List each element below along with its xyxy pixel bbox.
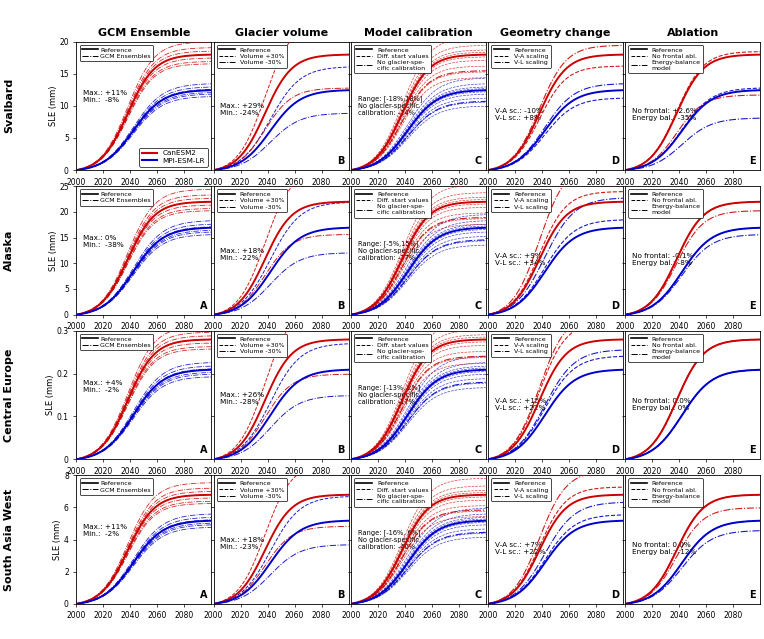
Text: V-A sc.: +15%
V-L sc.: +22%: V-A sc.: +15% V-L sc.: +22% [495,397,546,410]
Text: Max.: +18%
Min.: -22%: Max.: +18% Min.: -22% [220,248,264,261]
Text: South Asia West: South Asia West [4,488,15,590]
Text: Range: [-13%, 2%]
No glacier-specific
calibration: -17%: Range: [-13%, 2%] No glacier-specific ca… [358,385,420,405]
Legend: Reference, Volume +30%, Volume -30%: Reference, Volume +30%, Volume -30% [217,334,286,357]
Text: Geometry change: Geometry change [500,28,610,38]
Legend: Reference, V-A scaling, V-L scaling: Reference, V-A scaling, V-L scaling [491,479,551,502]
Text: Model calibration: Model calibration [364,28,473,38]
Text: B: B [337,445,345,456]
Text: No frontal: 0.0%
Energy bal.: -12%: No frontal: 0.0% Energy bal.: -12% [632,542,696,555]
Text: C: C [474,445,482,456]
Y-axis label: SLE (mm): SLE (mm) [49,86,58,126]
Text: Central Europe: Central Europe [4,348,15,442]
Text: Max.: +26%
Min.: -28%: Max.: +26% Min.: -28% [220,392,264,405]
Text: D: D [611,445,619,456]
Text: Max.: +4%
Min.:  -2%: Max.: +4% Min.: -2% [83,380,123,392]
Text: Range: [-5%,15%]
No glacier-specific
calibration: -37%: Range: [-5%,15%] No glacier-specific cal… [358,240,419,261]
Text: GCM Ensemble: GCM Ensemble [98,28,190,38]
Text: D: D [611,157,619,166]
Text: V-A sc.: +9%
V-L sc.: +34%: V-A sc.: +9% V-L sc.: +34% [495,253,545,266]
Text: Range: [-16%, 6%]
No glacier-specific
calibration: -40%: Range: [-16%, 6%] No glacier-specific ca… [358,529,420,550]
Text: Max.: +29%
Min.: -24%: Max.: +29% Min.: -24% [220,104,264,116]
Legend: Reference, No frontal abl., Energy-balance
model: Reference, No frontal abl., Energy-balan… [628,189,703,218]
Y-axis label: SLE (mm): SLE (mm) [47,374,55,415]
Text: E: E [749,590,756,600]
Legend: Reference, Volume +30%, Volume -30%: Reference, Volume +30%, Volume -30% [217,45,286,68]
Y-axis label: SLE (mm): SLE (mm) [53,520,63,560]
Legend: Reference, No frontal abl., Energy-balance
model: Reference, No frontal abl., Energy-balan… [628,45,703,73]
Text: C: C [474,590,482,600]
Text: A: A [199,301,207,311]
Text: E: E [749,157,756,166]
Text: Glacier volume: Glacier volume [235,28,328,38]
Text: D: D [611,590,619,600]
Text: No frontal: +2.6%
Energy bal.: -35%: No frontal: +2.6% Energy bal.: -35% [632,109,697,121]
Legend: Reference, Diff. start values, No glacier-spe-
cific calibration: Reference, Diff. start values, No glacie… [354,334,431,362]
Y-axis label: SLE (mm): SLE (mm) [49,230,58,271]
Legend: Reference, Volume +30%, Volume -30%: Reference, Volume +30%, Volume -30% [217,479,286,502]
Text: B: B [337,157,345,166]
Text: B: B [337,301,345,311]
Legend: Reference, GCM Ensembles: Reference, GCM Ensembles [79,189,154,206]
Text: A: A [199,445,207,456]
Text: V-A sc.: -10%
V-L sc.: +8%: V-A sc.: -10% V-L sc.: +8% [495,109,542,121]
Text: A: A [199,157,207,166]
Text: Range: [-18%,18%]
No glacier-specific
calibration: -14%: Range: [-18%,18%] No glacier-specific ca… [358,96,422,116]
Text: V-A sc.: +7%
V-L sc.: +22%: V-A sc.: +7% V-L sc.: +22% [495,542,545,555]
Text: Svalbard: Svalbard [4,78,15,134]
Legend: Reference, No frontal abl., Energy-balance
model: Reference, No frontal abl., Energy-balan… [628,334,703,362]
Text: C: C [474,301,482,311]
Legend: Reference, Diff. start values, No glacier-spe-
cific calibration: Reference, Diff. start values, No glacie… [354,479,431,507]
Text: B: B [337,590,345,600]
Text: Max.: +18%
Min.: -23%: Max.: +18% Min.: -23% [220,537,264,550]
Text: A: A [199,590,207,600]
Legend: Reference, GCM Ensembles: Reference, GCM Ensembles [79,479,154,495]
Text: Max.: +11%
Min.:  -2%: Max.: +11% Min.: -2% [83,524,128,537]
Text: Max.: 0%
Min.:  -38%: Max.: 0% Min.: -38% [83,235,124,248]
Legend: Reference, Diff. start values, No glacier-spe-
cific calibration: Reference, Diff. start values, No glacie… [354,45,431,73]
Text: D: D [611,301,619,311]
Text: Ablation: Ablation [667,28,719,38]
Legend: Reference, V-A scaling, V-L scaling: Reference, V-A scaling, V-L scaling [491,189,551,212]
Legend: Reference, GCM Ensembles: Reference, GCM Ensembles [79,334,154,351]
Legend: CanESM2, MPI-ESM-LR: CanESM2, MPI-ESM-LR [139,148,208,167]
Text: E: E [749,301,756,311]
Legend: Reference, Diff. start values, No glacier-spe-
cific calibration: Reference, Diff. start values, No glacie… [354,189,431,218]
Text: E: E [749,445,756,456]
Legend: Reference, No frontal abl., Energy-balance
model: Reference, No frontal abl., Energy-balan… [628,479,703,507]
Legend: Reference, V-A scaling, V-L scaling: Reference, V-A scaling, V-L scaling [491,334,551,357]
Text: No frontal: 0.0%
Energy bal.: 0%: No frontal: 0.0% Energy bal.: 0% [632,397,691,410]
Legend: Reference, Volume +30%, Volume -30%: Reference, Volume +30%, Volume -30% [217,189,286,212]
Text: Max.: +11%
Min.:  -8%: Max.: +11% Min.: -8% [83,90,128,104]
Text: No frontal: -0.1%
Energy bal.: -8%: No frontal: -0.1% Energy bal.: -8% [632,253,694,266]
Text: C: C [474,157,482,166]
Text: Alaska: Alaska [4,230,15,271]
Legend: Reference, V-A scaling, V-L scaling: Reference, V-A scaling, V-L scaling [491,45,551,68]
